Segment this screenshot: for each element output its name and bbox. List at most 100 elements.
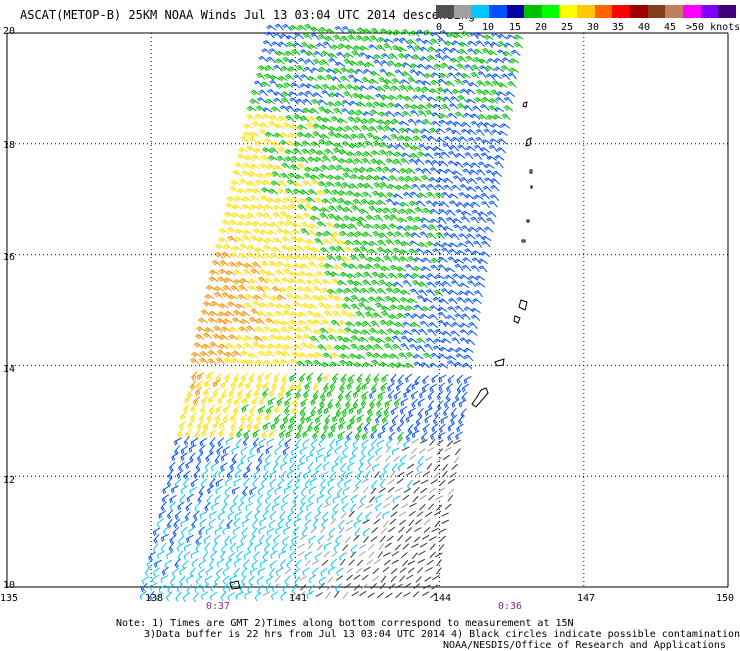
wind-barb [445, 209, 456, 216]
wind-barb [156, 518, 164, 528]
wind-barb [327, 485, 335, 496]
wind-barb [411, 430, 420, 439]
wind-barb [323, 108, 334, 115]
wind-barb [320, 164, 331, 171]
wind-barb [252, 228, 263, 235]
wind-barb [354, 116, 364, 125]
wind-barb [315, 231, 326, 238]
wind-barb [368, 85, 379, 91]
wind-barb [273, 495, 281, 505]
wind-barb [268, 147, 279, 154]
wind-barb [441, 247, 451, 255]
wind-barb [426, 281, 437, 288]
wind-barb [389, 518, 397, 525]
wind-barb [257, 65, 268, 72]
wind-barb [282, 122, 293, 129]
wind-barb [414, 527, 422, 532]
wind-barb [333, 223, 344, 229]
wind-barb [172, 526, 180, 537]
wind-barb [424, 414, 432, 424]
wind-barb [245, 187, 256, 194]
wind-barb [319, 133, 330, 140]
wind-barb [160, 574, 169, 584]
wind-barb [373, 343, 384, 351]
wind-barb [430, 478, 438, 485]
wind-barb [405, 431, 413, 442]
wind-barb [279, 510, 286, 521]
wind-barb [318, 173, 329, 179]
wind-barb [337, 431, 346, 440]
wind-barb [437, 78, 448, 86]
wind-barb [503, 105, 514, 112]
wind-barb [318, 437, 326, 448]
wind-barb [455, 431, 463, 440]
wind-barb [270, 550, 278, 559]
wind-barb [477, 258, 488, 265]
wind-barb [243, 302, 254, 309]
wind-barb [449, 57, 460, 64]
wind-barb [452, 273, 462, 280]
wind-barb [347, 116, 357, 124]
wind-barb [306, 590, 314, 600]
wind-barb [341, 25, 351, 34]
wind-barb [384, 542, 392, 548]
wind-barb [438, 363, 449, 369]
wind-barb [207, 350, 218, 356]
wind-barb [416, 462, 424, 472]
wind-barb [382, 84, 392, 92]
wind-barb [391, 415, 399, 425]
wind-barb [268, 260, 278, 268]
wind-barb [259, 302, 269, 309]
wind-barb [288, 91, 299, 97]
wind-barb [217, 276, 227, 284]
wind-barb [449, 47, 460, 54]
wind-barb [456, 63, 466, 71]
wind-barb [275, 303, 286, 309]
wind-barb [205, 526, 213, 535]
wind-barb [274, 58, 285, 65]
wind-barb [271, 286, 282, 293]
wind-barb [348, 510, 355, 518]
wind-barb [331, 76, 342, 83]
wind-barb [434, 274, 445, 280]
wind-barb [320, 567, 328, 577]
wind-barb [246, 105, 257, 112]
wind-barb [225, 270, 236, 276]
wind-barb [456, 374, 464, 385]
wind-barb [415, 519, 423, 525]
wind-barb [273, 165, 284, 171]
wind-barb [371, 423, 379, 433]
wind-barb [443, 321, 454, 328]
wind-barb [421, 257, 432, 264]
wind-barb [247, 285, 258, 292]
wind-barb [205, 452, 213, 463]
wind-barb [431, 527, 440, 533]
island-agrihan [522, 101, 528, 108]
wind-barb [365, 373, 371, 384]
wind-barb [290, 446, 299, 456]
wind-barb [438, 209, 448, 216]
wind-barb [441, 191, 451, 199]
wind-barb [292, 494, 299, 505]
wind-barb [233, 236, 244, 243]
wind-barb [217, 311, 228, 317]
wind-barb [236, 438, 242, 449]
wind-barb [477, 216, 487, 224]
wind-barb [406, 39, 417, 45]
wind-barb [380, 535, 386, 543]
wind-barb [284, 156, 294, 164]
wind-barb [290, 228, 301, 235]
wind-barb [254, 253, 265, 260]
wind-barb [271, 380, 278, 390]
wind-barb [399, 37, 409, 45]
wind-barb [356, 27, 367, 34]
wind-barb [357, 302, 367, 310]
wind-barb [429, 362, 440, 368]
wind-barb [203, 535, 211, 545]
wind-barb [420, 362, 431, 369]
wind-barb [166, 550, 174, 560]
wind-barb [364, 223, 375, 230]
wind-barb [396, 478, 404, 484]
wind-barb [176, 583, 184, 593]
wind-barb [161, 494, 170, 503]
